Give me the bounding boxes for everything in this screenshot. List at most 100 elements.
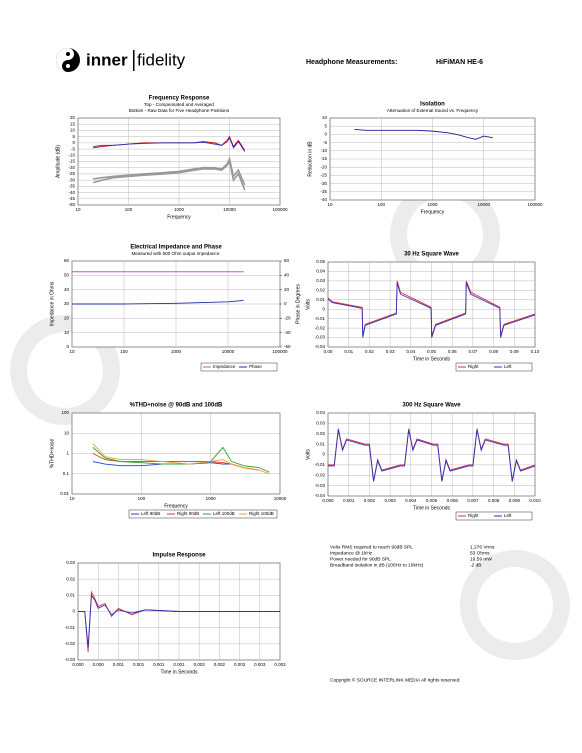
chart-title: %THD+noise @ 90dB and 100dB xyxy=(130,403,223,409)
x-tick-label: 100000 xyxy=(272,349,288,354)
stat-label: Broadband isolation in dB (100Hz to 10kH… xyxy=(330,562,424,568)
x-tick-label: 0.003 xyxy=(254,662,266,667)
x-tick-label: 0.004 xyxy=(405,498,417,503)
y-tick-label: -10 xyxy=(320,148,327,153)
x-tick-label: 0.010 xyxy=(529,498,541,503)
y-tick-label: -35 xyxy=(320,189,327,194)
y-tick-label: 0 xyxy=(324,132,327,137)
y-tick-label: -0.01 xyxy=(315,462,326,467)
x-tick-label: 0.009 xyxy=(509,498,521,503)
x-tick-label: 0.003 xyxy=(274,662,286,667)
legend-label: Left xyxy=(504,364,512,369)
x-tick-label: 0.07 xyxy=(469,349,478,354)
stat-value: -2 dB xyxy=(470,562,481,568)
stat-value: 1.276 Vrms xyxy=(470,544,495,550)
x-tick-label: 0.04 xyxy=(406,349,415,354)
y-tick-label: 0.03 xyxy=(66,560,75,565)
y-axis-label: %THD+noise xyxy=(49,438,55,468)
chart: Impulse Response 0.000 0.000 0.001 0.001 0.00… xyxy=(65,553,286,676)
x-tick-label: 100 xyxy=(377,202,385,207)
y-tick-label: -0.03 xyxy=(315,335,326,340)
chart-title: Isolation xyxy=(420,102,445,108)
y-tick-label: -15 xyxy=(68,159,75,164)
x-tick-label: 10000 xyxy=(222,349,235,354)
y-tick-label: -50 xyxy=(68,202,75,207)
y-tick-label: 0 xyxy=(66,344,69,349)
y-tick-label: 10 xyxy=(322,115,328,120)
y-tick-label: -40 xyxy=(320,197,327,202)
x-axis-label: Time in Seconds xyxy=(160,669,198,675)
y-tick-label: -20 xyxy=(320,164,327,169)
chart-title: Electrical Impedance and Phase xyxy=(130,245,222,251)
y-tick-label: 0 xyxy=(322,452,325,457)
y-tick-label: 0 xyxy=(72,609,75,614)
y2-tick-label: -20 xyxy=(284,316,291,321)
y-axis-label: Volts xyxy=(305,449,311,460)
legend-label: Right xyxy=(468,513,479,518)
y-tick-label: 0 xyxy=(72,140,75,145)
y-tick-label: -25 xyxy=(68,171,75,176)
y-tick-label: 0.01 xyxy=(316,441,325,446)
y-tick-label: -0.01 xyxy=(315,316,326,321)
watermark-inner xyxy=(27,197,553,643)
y-tick-label: 0.01 xyxy=(316,297,325,302)
stats-table: Volts RMS required to reach 90dB SPL 1.27… xyxy=(330,544,495,568)
x-tick-label: 0.006 xyxy=(447,498,459,503)
x-tick-label: 0.09 xyxy=(510,349,519,354)
x-tick-label: 10000 xyxy=(477,202,490,207)
y-tick-label: -0.04 xyxy=(315,493,326,498)
x-tick-label: 1000 xyxy=(174,207,185,212)
legend-label: Right 100dB xyxy=(249,511,274,516)
series-line xyxy=(92,443,270,475)
stat-value: 53 Ohms xyxy=(470,550,490,556)
chart-title: Frequency Response xyxy=(149,96,210,102)
x-tick-label: 0.06 xyxy=(448,349,457,354)
chart-subtitle: Top - Compensated and Averaged xyxy=(144,102,214,107)
x-tick-label: 0.001 xyxy=(153,662,165,667)
x-tick-label: 10 xyxy=(327,202,333,207)
legend-label: Left 90dB xyxy=(141,511,160,516)
y2-tick-label: 60 xyxy=(284,258,290,263)
stat-label: Impedance @ 1kHz xyxy=(330,550,373,556)
chart: 300 Hz Square Wave 0.000 0.001 0.002 0.003 0.… xyxy=(305,403,541,521)
logo-text: inner xyxy=(86,50,128,69)
x-axis-label: Frequency xyxy=(167,214,191,220)
y-tick-label: -0.03 xyxy=(315,483,326,488)
header-label: Headphone Measurements: xyxy=(306,59,397,66)
y-tick-label: 10 xyxy=(64,330,70,335)
chart-subtitle: Attenuation of External Sound vs. Freque… xyxy=(387,108,479,113)
chart-subtitle: Bottom - Raw Data for Five Headphone Pos… xyxy=(129,108,230,113)
x-tick-label: 0.001 xyxy=(343,498,355,503)
series-line xyxy=(78,594,280,648)
x-tick-label: 0.002 xyxy=(234,662,246,667)
series-line xyxy=(354,129,493,140)
y2-axis-label: Phase in Degrees xyxy=(295,284,301,324)
legend-label: Right 90dB xyxy=(177,511,199,516)
legend-label: Right xyxy=(468,364,479,369)
y-axis-label: Volts xyxy=(305,299,311,310)
logo-text: fidelity xyxy=(137,50,186,69)
x-tick-label: 0.03 xyxy=(386,349,395,354)
x-axis-label: Time in Seconds xyxy=(413,356,451,362)
logo: inner fidelity xyxy=(56,48,186,72)
x-tick-label: 0.003 xyxy=(384,498,396,503)
y-tick-label: 0.01 xyxy=(66,593,75,598)
series-line xyxy=(72,299,244,305)
chart-title: Impulse Response xyxy=(152,553,206,559)
y-tick-label: -15 xyxy=(320,156,327,161)
x-tick-label: 0.00 xyxy=(324,349,333,354)
y-tick-label: -25 xyxy=(320,173,327,178)
y-tick-label: 60 xyxy=(64,258,70,263)
header-model: HiFiMAN HE-6 xyxy=(436,59,483,66)
chart-title: 30 Hz Square Wave xyxy=(404,252,459,258)
x-tick-label: 0.02 xyxy=(365,349,374,354)
stat-label: Volts RMS required to reach 90dB SPL xyxy=(330,544,413,550)
y-tick-label: 0.04 xyxy=(316,269,325,274)
x-axis-label: Frequency xyxy=(164,503,188,509)
x-axis-label: Time in Seconds xyxy=(413,505,451,511)
x-tick-label: 10 xyxy=(69,349,75,354)
y-tick-label: -5 xyxy=(71,146,75,151)
y-tick-label: 5 xyxy=(72,134,75,139)
